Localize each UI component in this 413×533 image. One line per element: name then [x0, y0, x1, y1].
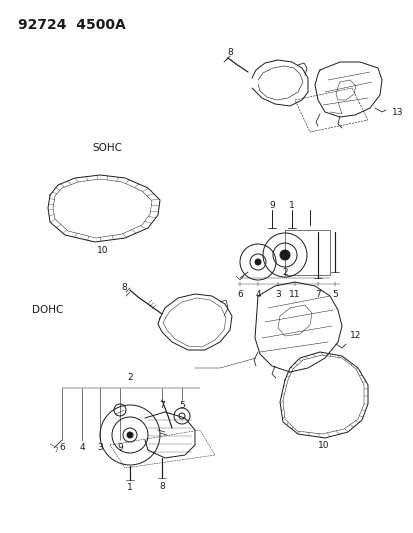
Text: 9: 9 — [117, 443, 123, 453]
Text: 5: 5 — [331, 289, 337, 298]
Text: SOHC: SOHC — [92, 143, 122, 153]
Circle shape — [279, 250, 289, 260]
Text: 3: 3 — [275, 289, 280, 298]
Text: 2: 2 — [282, 268, 287, 277]
Text: 8: 8 — [121, 282, 126, 292]
Text: 2: 2 — [127, 374, 133, 383]
Text: 3: 3 — [97, 443, 102, 453]
Text: DOHC: DOHC — [32, 305, 63, 315]
Text: 5: 5 — [179, 401, 185, 410]
Circle shape — [127, 432, 133, 438]
Text: 4: 4 — [79, 443, 85, 453]
Text: 10: 10 — [97, 246, 109, 254]
Text: 13: 13 — [391, 108, 403, 117]
Text: 1: 1 — [127, 483, 133, 492]
Text: 1: 1 — [288, 200, 294, 209]
Text: 10: 10 — [318, 441, 329, 450]
Text: 11: 11 — [289, 289, 300, 298]
Text: 8: 8 — [159, 482, 164, 491]
Text: 7: 7 — [314, 289, 320, 298]
Text: 12: 12 — [349, 332, 361, 341]
Text: 92724  4500A: 92724 4500A — [18, 18, 126, 32]
Text: 6: 6 — [59, 443, 65, 453]
Text: 7: 7 — [159, 401, 164, 410]
Text: 6: 6 — [237, 289, 242, 298]
Text: 9: 9 — [268, 200, 274, 209]
Text: 4: 4 — [254, 289, 260, 298]
Circle shape — [254, 259, 260, 265]
Text: 8: 8 — [227, 47, 232, 56]
